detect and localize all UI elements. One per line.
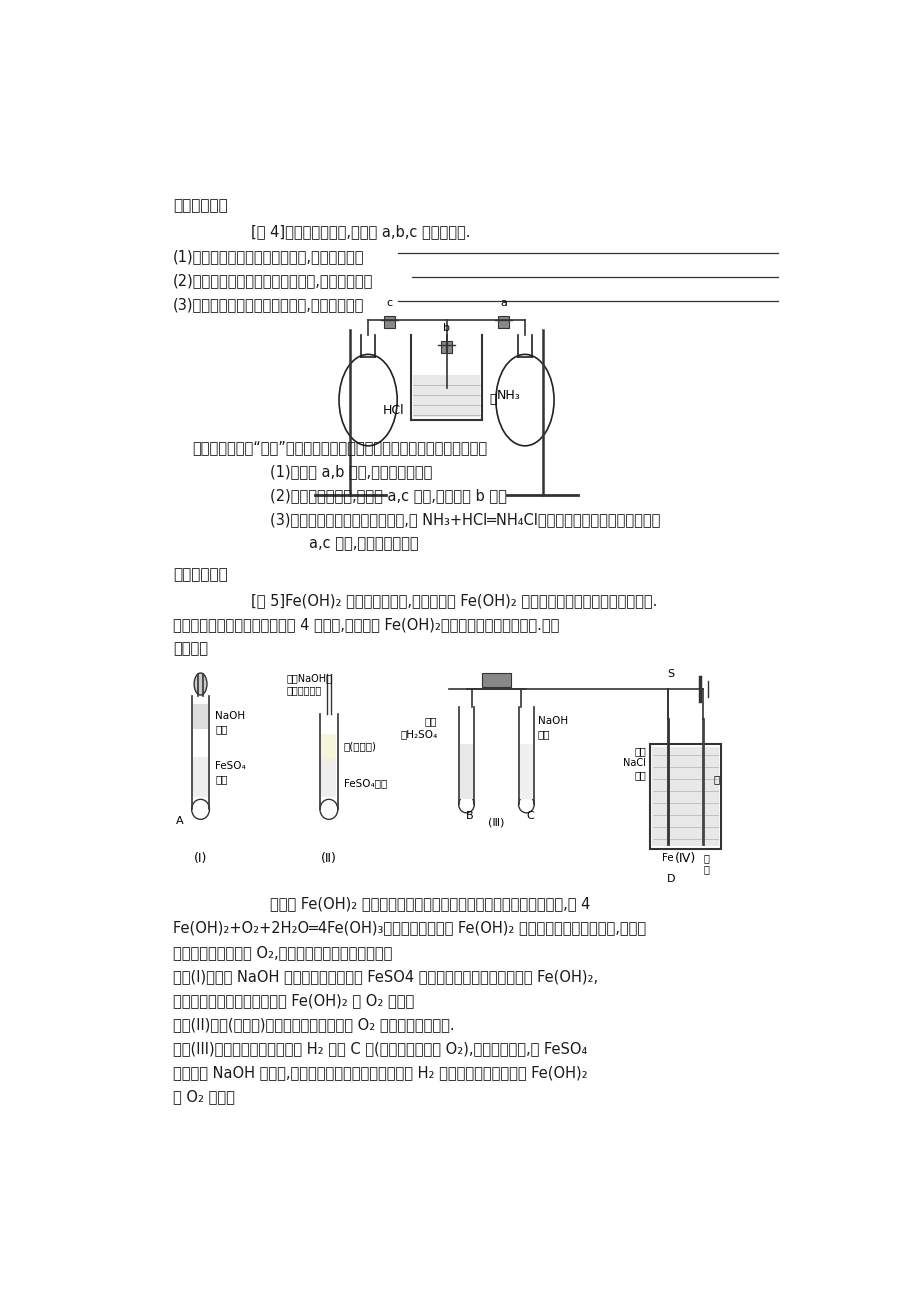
Text: 装置(I)：加入 NaOH 溶液的胶头滴管插入 FeSO4 溶液中，从而在溶液内部产生 Fe(OH)₂,: 装置(I)：加入 NaOH 溶液的胶头滴管插入 FeSO4 溶液中，从而在溶液内… (173, 969, 597, 984)
Text: (3)若要在该装置中产生喷烟现象,即 NH₃+HCl═NH₄Cl（白烟），操作方法为：先打开: (3)若要在该装置中产生喷烟现象,即 NH₃+HCl═NH₄Cl（白烟），操作方… (269, 513, 660, 527)
Text: 四、操作创新: 四、操作创新 (173, 199, 228, 214)
Text: (2)先挤压胶头滴管,再打开 a,c 活塞,然后打开 b 活塞: (2)先挤压胶头滴管,再打开 a,c 活塞,然后打开 b 活塞 (269, 488, 506, 504)
Text: 溶液: 溶液 (215, 724, 227, 734)
Ellipse shape (339, 354, 397, 445)
Text: Fe: Fe (661, 854, 673, 863)
Bar (193, 704, 208, 729)
Text: A: A (176, 816, 184, 827)
Text: a: a (500, 298, 506, 309)
Text: FeSO₄: FeSO₄ (215, 762, 245, 771)
Text: 明原因。: 明原因。 (173, 641, 208, 656)
Text: (2)若要在该装置中产生双喷泉现象,其操作方法是: (2)若要在该装置中产生双喷泉现象,其操作方法是 (173, 273, 373, 288)
Ellipse shape (194, 673, 207, 695)
Text: 液的胶头滴管: 液的胶头滴管 (286, 685, 321, 695)
Text: S: S (667, 669, 674, 680)
Bar (413, 375, 480, 418)
Text: 墨: 墨 (703, 865, 709, 875)
Bar (383, 316, 395, 328)
Text: C: C (526, 811, 533, 822)
Text: b: b (443, 323, 449, 333)
Text: 溶液: 溶液 (215, 775, 227, 784)
Text: c: c (386, 298, 392, 309)
Text: 溶液: 溶液 (538, 729, 550, 740)
Ellipse shape (191, 799, 210, 819)
Text: FeSO₄溶液: FeSO₄溶液 (343, 779, 386, 788)
Bar (321, 759, 336, 797)
Text: 饱和: 饱和 (634, 746, 645, 756)
Bar (193, 758, 208, 797)
Text: NaOH: NaOH (538, 716, 567, 727)
Text: 装置(III)：打开止水夹使产生的 H₂ 充满 C 管(赶去试管溶液中 O₂),再关闭止水夹,使 FeSO₄: 装置(III)：打开止水夹使产生的 H₂ 充满 C 管(赶去试管溶液中 O₂),… (173, 1040, 586, 1056)
Text: 解析：根据产生“喷泉”的原理：即烧瓶内外要有压强差。故可得答案如下：: 解析：根据产生“喷泉”的原理：即烧瓶内外要有压强差。故可得答案如下： (192, 440, 487, 456)
Text: 稀H₂SO₄: 稀H₂SO₄ (400, 729, 437, 740)
Text: 水: 水 (489, 393, 496, 406)
Ellipse shape (459, 796, 474, 812)
Text: NaCl: NaCl (623, 758, 645, 768)
Text: 解析： Fe(OH)₂ 在空气中或含有氧气的水溶液中很容易被氧化而变色,即 4: 解析： Fe(OH)₂ 在空气中或含有氧气的水溶液中很容易被氧化而变色,即 4 (269, 897, 590, 911)
Text: 对此实验有四位同学设计了如下 4 种装置,使生成的 Fe(OH)₂沉淠能较长时间保持白色.请说: 对此实验有四位同学设计了如下 4 种装置,使生成的 Fe(OH)₂沉淠能较长时间… (173, 617, 559, 631)
Text: a,c 活塞,再挤压胶头滴管: a,c 活塞,再挤压胶头滴管 (309, 536, 418, 552)
Text: 避免了与空气接触，从而防止 Fe(OH)₂ 被 O₂ 氧化。: 避免了与空气接触，从而防止 Fe(OH)₂ 被 O₂ 氧化。 (173, 993, 414, 1008)
Ellipse shape (320, 799, 337, 819)
Text: Fe(OH)₂+O₂+2H₂O═4Fe(OH)₃。因此要使生成的 Fe(OH)₂ 沉淠能较长时间保持白色,必须要: Fe(OH)₂+O₂+2H₂O═4Fe(OH)₃。因此要使生成的 Fe(OH)₂… (173, 921, 645, 936)
Text: 装置(II)：苯(或汽油)的作用是防止空气中的 O₂ 进入亚铁盐溶液中.: 装置(II)：苯(或汽油)的作用是防止空气中的 O₂ 进入亚铁盐溶液中. (173, 1017, 454, 1032)
Text: 驱赶溢解在溶液中的 O₂,且外界空气不易进入装置中。: 驱赶溢解在溶液中的 O₂,且外界空气不易进入装置中。 (173, 945, 392, 960)
Bar (497, 316, 509, 328)
Ellipse shape (495, 354, 553, 445)
Text: (1)先打开 a,b 活塞,再挤压胶头滴管: (1)先打开 a,b 活塞,再挤压胶头滴管 (269, 465, 432, 479)
Text: HCl: HCl (382, 404, 403, 417)
Text: 溶液: 溶液 (634, 771, 645, 780)
Text: (Ⅱ): (Ⅱ) (321, 853, 336, 866)
Text: [例 5]Fe(OH)₂ 是一种白色沉淠,但平时制备 Fe(OH)₂ 的实验中难以观察到它的本来颜色.: [例 5]Fe(OH)₂ 是一种白色沉淠,但平时制备 Fe(OH)₂ 的实验中难… (250, 592, 656, 608)
Bar (482, 673, 510, 687)
Text: D: D (666, 874, 675, 884)
Bar (649, 745, 720, 849)
Text: 石: 石 (703, 854, 709, 863)
Bar (652, 747, 718, 846)
Bar (519, 745, 532, 799)
Text: (1)若要在该装置中产生喷泉现象,其操作方法是: (1)若要在该装置中产生喷泉现象,其操作方法是 (173, 249, 364, 264)
Bar (440, 341, 452, 353)
Text: 溶液压入 NaOH 溶液中,再打开止水夹，因反应中生成的 H₂ 充满装置中，从而防止 Fe(OH)₂: 溶液压入 NaOH 溶液中,再打开止水夹，因反应中生成的 H₂ 充满装置中，从而… (173, 1065, 587, 1079)
Text: 铁粉: 铁粉 (425, 716, 437, 727)
Bar (321, 734, 336, 759)
Text: NH₃: NH₃ (496, 388, 519, 401)
Text: B: B (466, 811, 473, 822)
Ellipse shape (518, 796, 534, 812)
Bar (460, 745, 472, 799)
Text: (Ⅰ): (Ⅰ) (194, 853, 207, 866)
Text: 吸有NaOH溶: 吸有NaOH溶 (286, 673, 332, 684)
Text: [例 4]如图所示的装置,实验前 a,b,c 活塞均关闭.: [例 4]如图所示的装置,实验前 a,b,c 活塞均关闭. (250, 225, 470, 240)
Text: (Ⅳ): (Ⅳ) (674, 853, 696, 866)
Text: 苯(或汽油): 苯(或汽油) (343, 741, 376, 751)
Text: (3)若要在该装置中产生喷烟现象,其操作方法是: (3)若要在该装置中产生喷烟现象,其操作方法是 (173, 297, 364, 312)
Text: (Ⅲ): (Ⅲ) (488, 818, 505, 827)
Text: 五、条件创新: 五、条件创新 (173, 566, 228, 582)
Text: 苯: 苯 (713, 773, 720, 784)
Text: NaOH: NaOH (215, 711, 245, 721)
Text: 被 O₂ 氧化。: 被 O₂ 氧化。 (173, 1088, 234, 1104)
